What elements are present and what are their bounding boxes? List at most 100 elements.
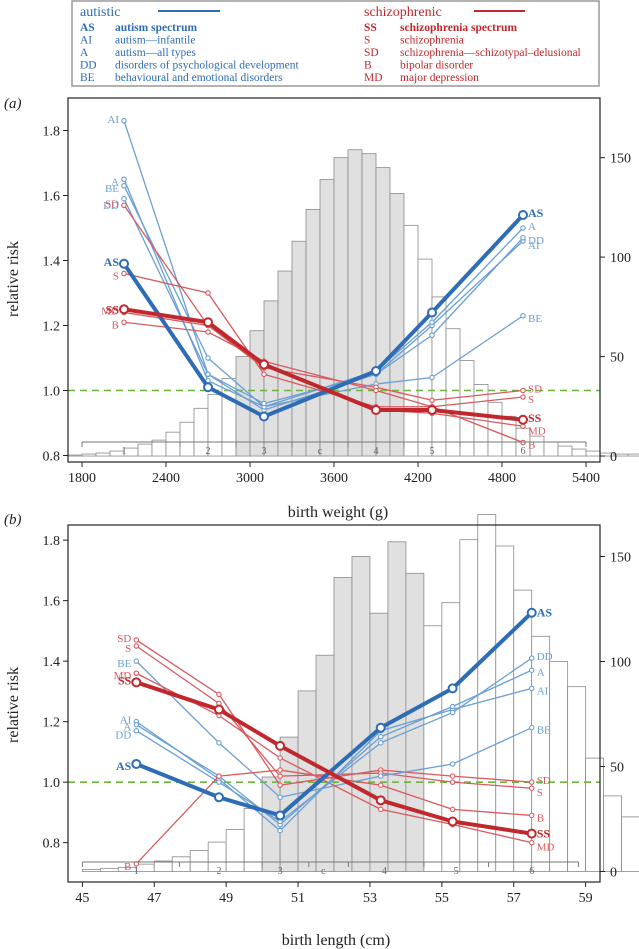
panel-b-category-label: 3 [278,866,283,877]
panel-a-hist-bar [291,240,307,457]
panel-a-label-left-s: S [113,271,119,283]
panel-b-point-md [133,670,140,676]
panel-b-point-b [216,773,222,779]
panel-b-label-right-b: B [537,812,544,824]
panel-b-xtick-label: 49 [219,891,233,906]
panel-b-ylabel: relative risk [5,667,22,743]
panel-b: (b) relative risk birth length (cm) SDSD… [4,512,639,949]
panel-a-hist-bar [95,452,111,457]
panel-a-xtick-label: 1800 [68,471,96,486]
panel-b-category-label: 1 [134,866,139,877]
panel-b-point-ss [526,828,537,839]
legend-code-md: MD [364,72,383,84]
legend-code-as: AS [80,22,95,34]
panel-b-point-ss [447,816,458,827]
panel-b-point-s [528,785,535,791]
panel-b-point-a [377,734,384,740]
panel-b-frame [67,524,601,883]
panel-b-point-sd [528,779,535,785]
panel-b-hist-bar [153,860,173,872]
panel-a-line-sd [123,204,524,401]
panel-a-hist-bar [627,453,639,457]
panel-a-label-right-as: AS [528,206,544,220]
panel-a-ytick-label: 1.2 [43,320,61,335]
panel-a-hist-bar [165,431,181,457]
panel-b-ytick-label: 1.6 [43,595,61,610]
panel-b-y2tick-label: 100 [610,656,631,671]
panel-b-ytick-label: 1.4 [43,655,61,670]
panel-b-series-be: BE BE [117,658,551,801]
panel-a-point-ss [259,359,269,370]
panel-b-category-label: 5 [454,866,459,877]
panel-a-point-ss [371,405,381,415]
panel-a-point-sd [429,397,435,403]
panel-a-point-as [518,210,528,220]
legend-autistic-header: autistic [80,5,120,20]
legend-code-be: BE [80,72,95,84]
panel-a-line-as [122,213,525,419]
panel-a-label-right-md: MD [528,425,546,437]
panel-a-xtick-label: 4200 [404,471,432,486]
panel-a-point-dd [429,332,435,338]
panel-a-point-sd [520,387,526,394]
panel-b-category-axis: 1 2 3 c 4 5 6 [81,861,579,877]
panel-a-series-sd: SD SD [105,198,542,403]
panel-a-label-right-ss: SS [528,411,542,425]
panel-b-hist-bar [495,545,515,872]
panel-b-point-be [277,794,283,801]
panel-a-category-label: 3 [262,446,267,457]
panel-b-point-be [133,658,140,664]
panel-a-ytick-label: 1.6 [43,190,61,205]
panel-b-category-label: 2 [216,866,221,877]
panel-a-hist-bar [151,439,167,457]
panel-a-point-s [205,290,211,296]
panel-b-hist-bar [549,661,569,872]
panel-b-hist-bar [135,863,155,872]
panel-b-point-b [277,767,283,773]
panel-a-hist-bar [585,450,601,457]
panel-a-label-right-sd: SD [528,384,542,396]
legend-code-b: B [364,60,372,72]
panel-b-series-ss: SS SS [118,673,550,840]
panel-a-point-as [259,411,269,422]
panel-a-y2tick-label: 50 [610,351,624,366]
panel-b-category-label: 6 [529,866,534,877]
panel-b-label-left-be: BE [117,658,131,670]
panel-b-point-be [216,740,222,746]
panel-a-hist-bar [417,258,433,457]
panel-b-point-sd [449,773,456,779]
panel-b-series-md: MD MD [114,670,555,853]
panel-b-point-be [528,724,535,731]
panel-a-ytick-label: 1.4 [43,255,61,270]
panel-a-hist-bar [333,157,349,457]
panel-a-hist-bar [249,330,265,457]
panel-b-point-b [449,806,456,813]
panel-b-point-dd [377,740,384,746]
panel-a-hist-bar [347,149,363,457]
panel-b-hist-bar [351,556,371,872]
panel-b-hist-bar [567,686,587,872]
panel-a-point-a [429,319,435,325]
panel-b-label-left-dd: DD [115,730,131,742]
panel-a-label-left-md: MD [101,306,119,318]
panel-a-point-as [203,382,213,393]
legend-label-dd: disorders of psychological development [115,60,299,72]
legend-code-dd: DD [80,60,97,72]
panel-b-line-dd [135,657,533,823]
panel-b-label-right-sd: SD [537,775,551,787]
legend-label-be: behavioural and emotional disorders [115,72,283,84]
panel-a-point-be [429,374,435,381]
panel-b-xtick-label: 57 [507,891,521,906]
panel-b-point-b [377,782,384,788]
panel-b-y2tick-label: 50 [610,761,624,776]
panel-b-xtick-label: 59 [579,891,593,906]
panel-a-point-ss [518,414,528,425]
panel-b-hist-bar [333,577,353,872]
panel-a-label-left-sd: SD [105,198,119,210]
panel-a-hist-bar [501,415,517,457]
panel-b-xtick-label: 53 [363,891,377,906]
panel-b-xlabel: birth length (cm) [282,932,390,949]
panel-b-label-left-ai: AI [120,715,132,727]
panel-a-hist-bar [557,445,573,457]
